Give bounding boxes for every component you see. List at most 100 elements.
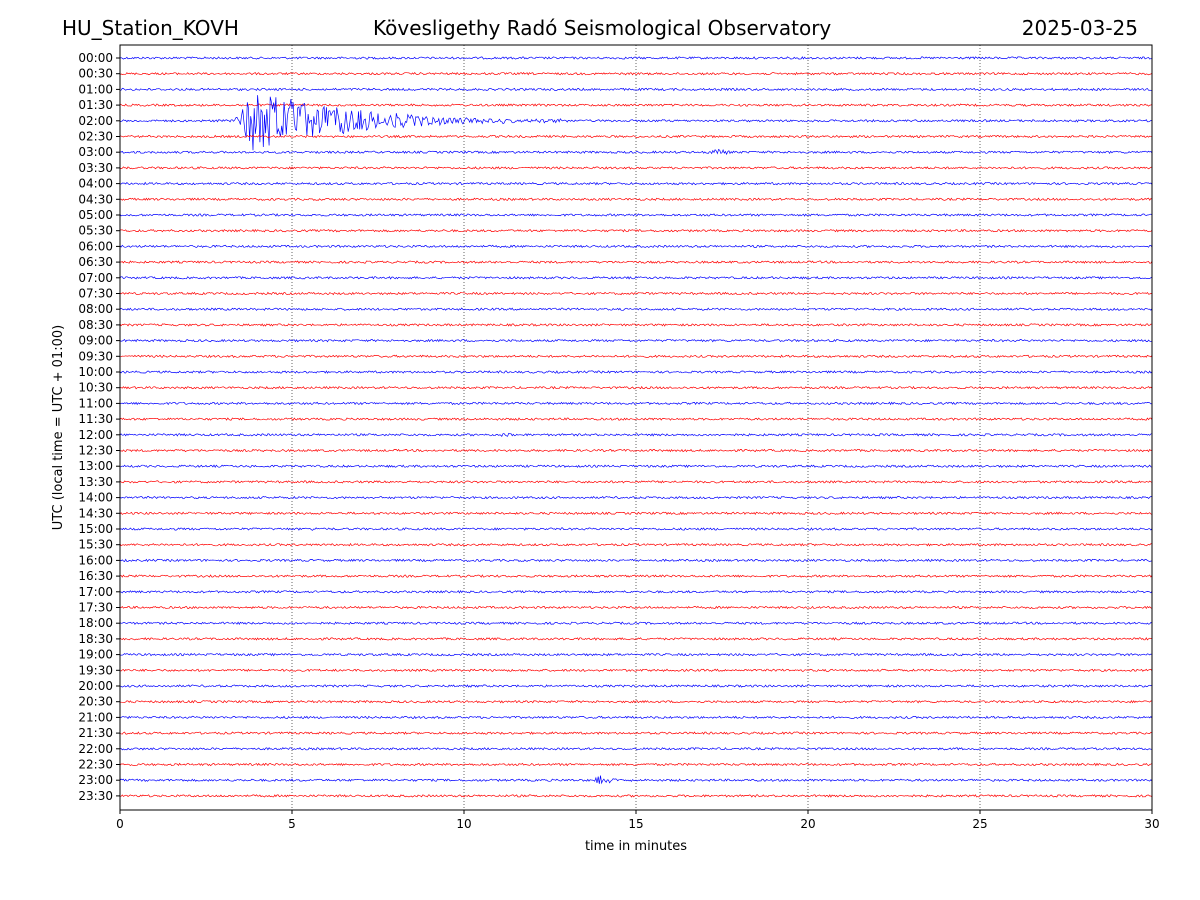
x-axis-label: time in minutes [585,839,687,854]
trace-1500 [119,527,1153,531]
y-tick-label-1400: 14:00 [78,491,113,505]
trace-1630 [119,574,1153,578]
y-tick-label-1800: 18:00 [78,616,113,630]
trace-0130 [119,103,1153,107]
trace-1000 [119,370,1153,374]
y-tick-label-1330: 13:30 [78,475,113,489]
trace-0300 [119,148,1153,156]
y-tick-label-1230: 12:30 [78,444,113,458]
y-tick-label-1730: 17:30 [78,601,113,615]
trace-0900 [119,338,1153,343]
y-tick-label-0030: 00:30 [78,67,113,81]
y-tick-label-0700: 07:00 [78,271,113,285]
trace-0100 [119,87,1153,92]
station-title: HU_Station_KOVH [62,16,239,40]
trace-2230 [119,762,1153,767]
y-tick-label-0900: 09:00 [78,334,113,348]
trace-1830 [119,637,1152,641]
trace-2130 [119,731,1153,735]
trace-1900 [119,652,1153,657]
trace-0700 [119,275,1153,280]
y-tick-label-0500: 05:00 [78,208,113,222]
trace-1430 [119,511,1153,516]
y-tick-label-0800: 08:00 [78,302,113,316]
x-tick-label-15: 15 [628,817,643,831]
y-tick-label-1430: 14:30 [78,506,113,520]
y-tick-label-1830: 18:30 [78,632,113,646]
x-tick-label-30: 30 [1144,817,1159,831]
trace-1330 [119,480,1153,484]
y-tick-label-2330: 23:30 [78,789,113,803]
trace-1730 [119,605,1153,610]
y-tick-label-0730: 07:30 [78,287,113,301]
x-tick-label-20: 20 [800,817,815,831]
y-tick-label-0930: 09:30 [78,349,113,363]
y-tick-label-1000: 10:00 [78,365,113,379]
trace-0830 [119,323,1153,327]
x-tick-label-25: 25 [972,817,987,831]
trace-1700 [119,590,1153,594]
grid-lines [291,45,981,810]
y-tick-label-2230: 22:30 [78,758,113,772]
x-tick-label-0: 0 [116,817,124,831]
y-tick-label-0000: 00:00 [78,51,113,65]
y-tick-label-0130: 01:30 [78,98,113,112]
y-tick-label-2130: 21:30 [78,726,113,740]
trace-1800 [119,621,1153,626]
x-tick-label-10: 10 [456,817,471,831]
date-title: 2025-03-25 [1021,16,1138,40]
y-tick-label-0300: 03:00 [78,145,113,159]
trace-1200 [119,432,1153,438]
y-tick-label-0430: 04:30 [78,192,113,206]
y-axis-label: UTC (local time = UTC + 01:00) [51,325,66,530]
trace-0430 [119,197,1153,202]
y-tick-label-1900: 19:00 [78,648,113,662]
trace-0200 [119,95,1153,151]
trace-1530 [119,542,1153,547]
y-tick-label-0200: 02:00 [78,114,113,128]
y-tick-label-1930: 19:30 [78,663,113,677]
trace-1230 [119,448,1153,453]
trace-0400 [120,181,1153,186]
trace-0600 [119,244,1153,249]
y-tick-label-1130: 11:30 [78,412,113,426]
y-tick-label-0330: 03:30 [78,161,113,175]
y-tick-label-0630: 06:30 [78,255,113,269]
trace-2100 [119,715,1153,720]
y-tick-label-0230: 02:30 [78,130,113,144]
y-tick-label-1300: 13:00 [78,459,113,473]
y-tick-label-2000: 20:00 [78,679,113,693]
y-tick-label-1500: 15:00 [78,522,113,536]
y-tick-label-0100: 01:00 [78,82,113,96]
y-tick-label-1600: 16:00 [78,553,113,567]
y-tick-label-1530: 15:30 [78,538,113,552]
y-tick-label-2100: 21:00 [78,710,113,724]
y-tick-label-1100: 11:00 [78,396,113,410]
trace-0230 [119,134,1153,139]
y-tick-label-2030: 20:30 [78,695,113,709]
trace-1400 [119,495,1153,500]
trace-2000 [119,684,1153,688]
trace-1600 [119,558,1153,563]
trace-0330 [119,166,1153,170]
trace-0500 [119,213,1153,217]
x-axis-ticks: 0 5 10 15 20 25 30 [116,810,1160,831]
trace-0530 [119,228,1153,233]
y-tick-label-2200: 22:00 [78,742,113,756]
trace-0000 [119,56,1153,60]
y-tick-label-0600: 06:00 [78,239,113,253]
trace-2030 [119,699,1153,704]
trace-1300 [119,464,1153,469]
trace-0030 [119,71,1153,76]
trace-1930 [119,668,1153,672]
trace-0630 [119,260,1153,264]
y-tick-label-1030: 10:30 [78,381,113,395]
x-tick-label-5: 5 [288,817,296,831]
y-tick-label-0400: 04:00 [78,177,113,191]
trace-2330 [119,794,1153,798]
trace-1100 [119,401,1153,406]
trace-1130 [119,417,1153,421]
y-tick-label-0830: 08:30 [78,318,113,332]
